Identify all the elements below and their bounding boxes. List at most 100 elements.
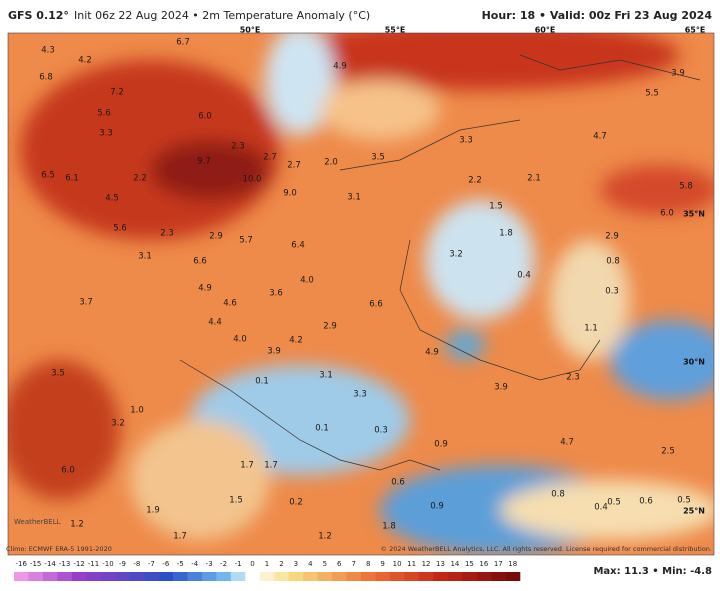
anomaly-label: 9.0 — [283, 189, 297, 199]
model: GFS 0.12° — [8, 9, 69, 22]
colorbar-swatch — [433, 572, 449, 581]
anomaly-label: 3.1 — [347, 193, 361, 203]
anomaly-label: 0.5 — [677, 496, 691, 506]
colorbar-swatch — [317, 572, 333, 581]
colorbar-swatch — [115, 572, 130, 581]
anomaly-label: 3.9 — [671, 69, 685, 79]
anomaly-label: 1.1 — [584, 324, 598, 334]
anomaly-label: 4.3 — [41, 46, 55, 56]
colorbar-swatch — [57, 572, 73, 581]
colorbar-tick-label: 14 — [450, 560, 459, 568]
anomaly-label: 3.9 — [267, 347, 281, 357]
colorbar-tick-label: 0 — [250, 560, 254, 568]
colorbar-swatch — [303, 572, 318, 581]
anomaly-label: 2.9 — [323, 322, 337, 332]
anomaly-label: 0.6 — [639, 497, 653, 507]
anomaly-label: 4.2 — [289, 336, 303, 346]
colorbar-tick-label: 4 — [308, 560, 313, 568]
colorbar-swatch — [447, 572, 463, 581]
anomaly-label: 4.6 — [223, 299, 237, 309]
copyright: © 2024 WeatherBELL Analytics, LLC. All r… — [381, 545, 712, 553]
title: Init 06z 22 Aug 2024 • 2m Temperature An… — [74, 9, 370, 22]
anomaly-label: 2.9 — [209, 232, 223, 242]
map — [8, 33, 714, 555]
anomaly-label: 6.7 — [176, 38, 190, 48]
colorbar-swatch — [42, 572, 58, 581]
anomaly-label: 4.2 — [78, 56, 92, 66]
anomaly-label: 5.5 — [645, 89, 659, 99]
anomaly-label: 6.0 — [198, 112, 212, 122]
anomaly-label: 0.8 — [551, 490, 565, 500]
anomaly-label: 2.5 — [661, 447, 675, 457]
colorbar-swatch — [274, 572, 289, 581]
colorbar-tick-label: -12 — [73, 560, 84, 568]
climo: Climo: ECMWF ERA-5 1991-2020 — [6, 545, 112, 553]
borders — [179, 54, 701, 471]
anomaly-label: 3.3 — [99, 129, 113, 139]
anomaly-label: 3.9 — [494, 383, 508, 393]
coordinate-label: 25°N — [683, 507, 705, 516]
anomaly-label: 5.6 — [113, 224, 127, 234]
colorbar-tick-label: -11 — [88, 560, 99, 568]
anomaly-label: 7.2 — [110, 88, 124, 98]
colorbar-tick-label: 7 — [352, 560, 356, 568]
colorbar-tick-label: 16 — [479, 560, 488, 568]
colorbar-swatch — [14, 572, 29, 581]
colorbar-tick-label: 1 — [265, 560, 269, 568]
colorbar-tick-label: 10 — [393, 560, 402, 568]
colorbar-swatch — [259, 572, 275, 581]
colorbar-tick-label: 11 — [407, 560, 416, 568]
anomaly-label: 2.9 — [605, 232, 619, 242]
anomaly-label: 1.5 — [229, 496, 243, 506]
anomaly-label: 1.8 — [382, 522, 396, 532]
coordinate-label: 50°E — [240, 26, 261, 35]
anomaly-field — [8, 33, 714, 555]
colorbar-tick-label: 3 — [294, 560, 298, 568]
anomaly-label: 6.0 — [61, 466, 75, 476]
colorbar-tick-label: 5 — [323, 560, 327, 568]
anomaly-label: 6.8 — [39, 73, 53, 83]
colorbar-tick-label: 15 — [465, 560, 474, 568]
colorbar-swatch — [245, 572, 261, 581]
anomaly-label: 5.6 — [97, 109, 111, 119]
colorbar-swatch — [332, 572, 347, 581]
anomaly-label: 2.7 — [263, 153, 277, 163]
anomaly-label: 4.7 — [560, 438, 574, 448]
colorbar-tick-label: 9 — [380, 560, 384, 568]
anomaly-label: 3.1 — [319, 371, 333, 381]
anomaly-label: 4.7 — [593, 132, 607, 142]
colorbar-tick-label: -1 — [235, 560, 242, 568]
anomaly-label: 0.9 — [430, 502, 444, 512]
colorbar-tick-label: -4 — [191, 560, 199, 568]
anomaly-label: 1.2 — [70, 520, 84, 530]
anomaly-label: 2.2 — [468, 176, 482, 186]
colorbar-swatch — [201, 572, 217, 581]
anomaly-label: 9.7 — [197, 157, 211, 167]
anomaly-label: 3.1 — [138, 252, 152, 262]
colorbar-swatch — [100, 572, 116, 581]
colorbar-tick-label: 6 — [337, 560, 342, 568]
anomaly-label: 0.6 — [391, 478, 405, 488]
colorbar-swatch — [462, 572, 477, 581]
anomaly-label: 0.8 — [606, 257, 620, 267]
anomaly-label: 6.6 — [369, 300, 383, 310]
colorbar-swatch — [360, 572, 376, 581]
colorbar-swatch — [28, 572, 44, 581]
colorbar-swatch — [230, 572, 246, 581]
anomaly-label: 1.7 — [264, 461, 278, 471]
anomaly-label: 0.1 — [315, 424, 329, 434]
colorbar-swatch — [187, 572, 203, 581]
colorbar-tick-label: 13 — [436, 560, 445, 568]
colorbar-tick-label: -15 — [30, 560, 41, 568]
anomaly-label: 1.5 — [489, 202, 503, 212]
anomaly-label: 3.3 — [459, 136, 473, 146]
colorbar-swatch — [216, 572, 232, 581]
anomaly-label: 0.2 — [289, 498, 303, 508]
anomaly-label: 2.1 — [527, 174, 541, 184]
colorbar-swatch — [129, 572, 145, 581]
colorbar-swatch — [173, 572, 188, 581]
anomaly-label: 0.3 — [374, 426, 388, 436]
anomaly-label: 2.3 — [160, 229, 174, 239]
anomaly-label: 1.7 — [173, 532, 187, 542]
